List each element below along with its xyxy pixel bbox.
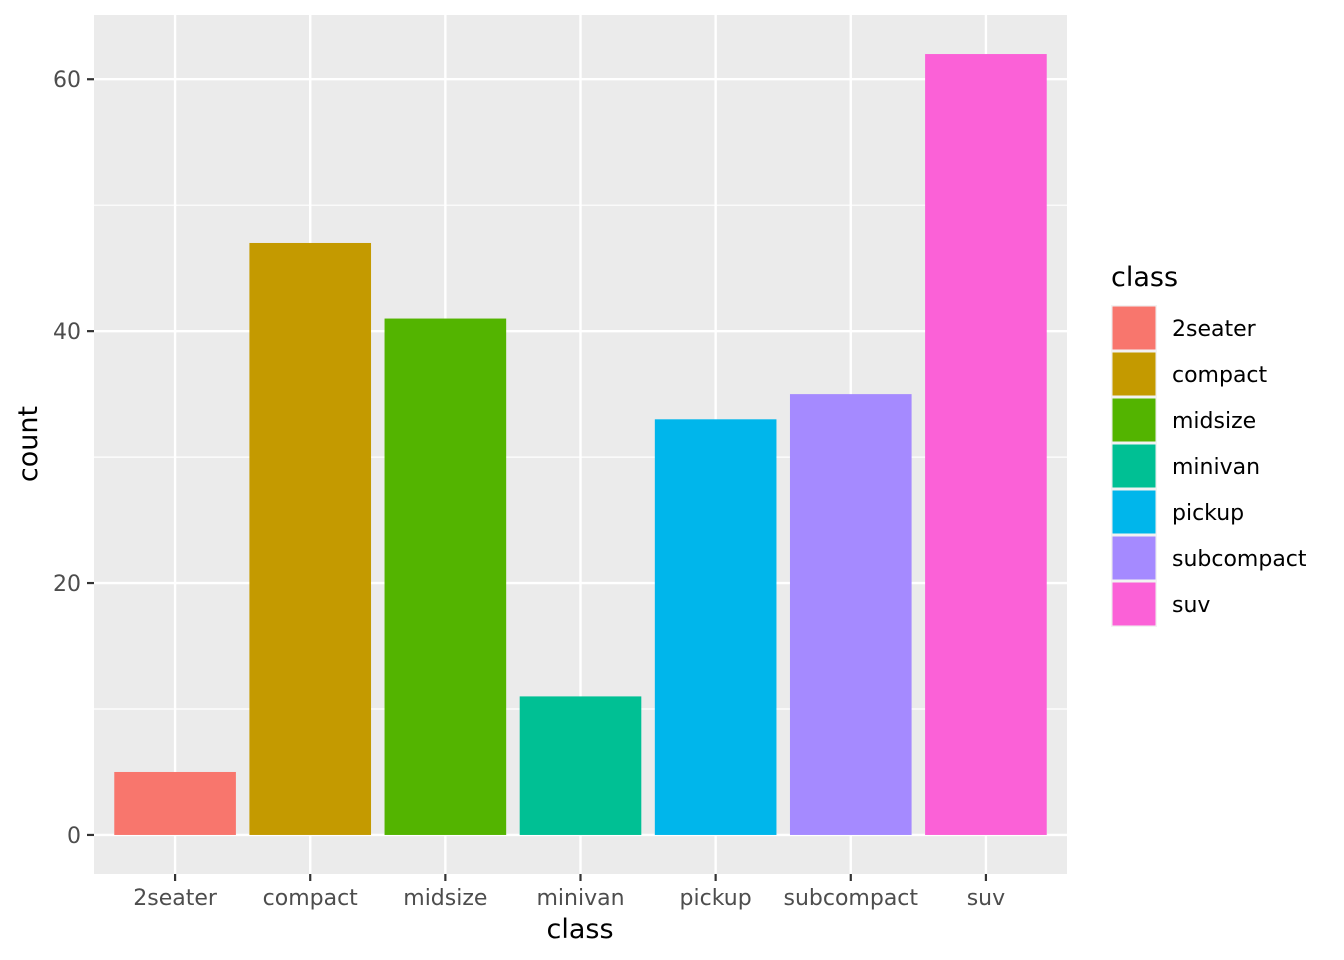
x-tick-label: suv: [967, 886, 1005, 911]
x-tick-label: compact: [263, 886, 359, 911]
bar-suv: [925, 54, 1047, 835]
bar-2seater: [114, 771, 236, 835]
x-tick-label: midsize: [403, 886, 487, 911]
y-tick-label: 40: [53, 320, 81, 345]
legend-label: subcompact: [1172, 547, 1307, 572]
y-tick-label: 0: [67, 824, 81, 849]
legend-label: minivan: [1172, 455, 1260, 480]
x-tick-label: subcompact: [784, 886, 919, 911]
bar-compact: [249, 242, 372, 835]
y-axis-title: count: [13, 406, 44, 482]
x-axis: 2seater compact midsize minivan pickup subcom…: [133, 874, 1005, 911]
x-tick-label: pickup: [680, 886, 752, 911]
legend-label: 2seater: [1172, 317, 1257, 342]
x-tick-label: 2seater: [133, 886, 218, 911]
legend-items: 2seater compact midsize minivan pickup subcom…: [1111, 305, 1307, 627]
legend-label: pickup: [1172, 501, 1244, 526]
y-tick-label: 60: [53, 68, 81, 93]
legend-swatch-suv: [1112, 582, 1156, 626]
x-tick-label: minivan: [536, 886, 624, 911]
x-axis-title: class: [546, 914, 613, 945]
bar-subcompact: [789, 394, 912, 835]
y-axis: 0 20 40 60: [53, 68, 94, 849]
legend-swatch-subcompact: [1112, 536, 1156, 580]
legend-title: class: [1111, 262, 1178, 293]
legend-swatch-pickup: [1112, 490, 1156, 534]
legend-label: compact: [1172, 363, 1268, 388]
bar-midsize: [384, 318, 507, 835]
legend-swatch-2seater: [1112, 306, 1156, 350]
bars: [114, 54, 1047, 835]
legend-label: suv: [1172, 593, 1210, 618]
y-tick-label: 20: [53, 572, 81, 597]
bar-minivan: [519, 696, 642, 835]
legend-label: midsize: [1172, 409, 1256, 434]
legend-swatch-compact: [1112, 352, 1156, 396]
legend-swatch-midsize: [1112, 398, 1156, 442]
legend-swatch-minivan: [1112, 444, 1156, 488]
bar-pickup: [654, 419, 777, 835]
legend: class 2seater compact midsize minivan pickup…: [1111, 262, 1307, 627]
